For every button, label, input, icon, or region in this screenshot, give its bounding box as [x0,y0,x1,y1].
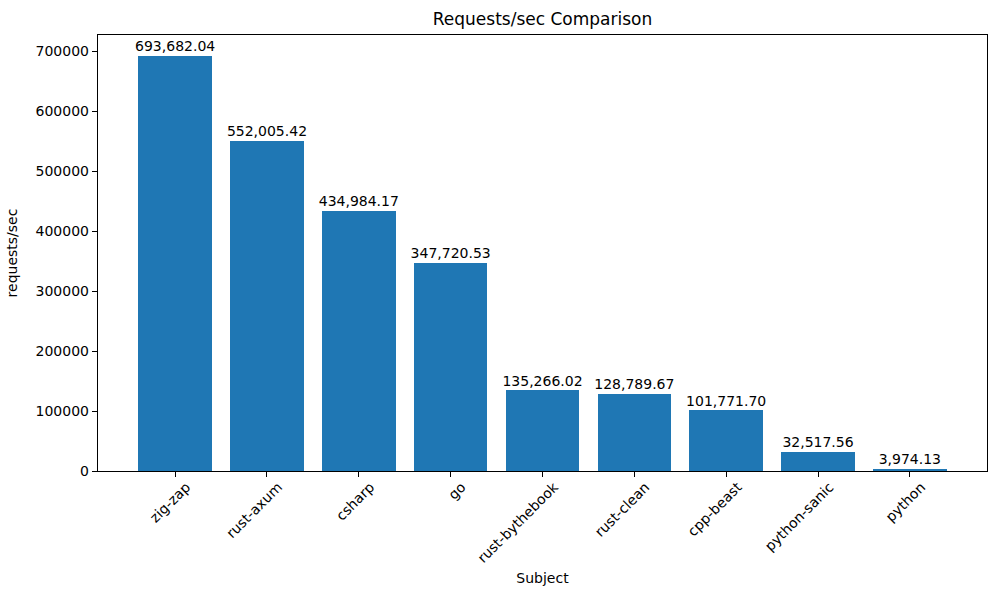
bar-chart-figure: Requests/sec Comparison requests/sec 693… [0,0,1000,600]
bar-value-label: 434,984.17 [319,193,399,209]
bar-value-label: 693,682.04 [135,38,215,54]
y-tick-label: 600000 [36,103,89,120]
x-tick-label: go [445,479,469,503]
bar-go [414,263,487,471]
x-tick-mark [358,472,359,477]
y-tick-mark [92,111,97,112]
x-tick-mark [542,472,543,477]
x-tick-label: rust-axum [223,479,285,541]
y-tick-mark [92,411,97,412]
y-tick-label: 400000 [36,223,89,240]
bar-value-label: 135,266.02 [502,373,582,389]
y-tick-mark [92,351,97,352]
bar-value-label: 552,005.42 [227,123,307,139]
y-tick-mark [92,291,97,292]
x-tick-mark [450,472,451,477]
bar-value-label: 3,974.13 [879,451,941,467]
y-axis-label: requests/sec [4,209,20,298]
y-tick-mark [92,231,97,232]
bar-value-label: 347,720.53 [411,245,491,261]
bar-value-label: 101,771.70 [686,393,766,409]
x-tick-mark [909,472,910,477]
y-tick-mark [92,171,97,172]
bar-rust-axum [230,141,303,471]
bar-zig-zap [138,56,211,471]
x-tick-mark [818,472,819,477]
x-tick-label: csharp [333,479,378,524]
y-tick-label: 700000 [36,43,89,60]
x-tick-mark [266,472,267,477]
x-tick-mark [634,472,635,477]
x-tick-label: rust-bythebook [474,479,561,566]
y-tick-label: 300000 [36,283,89,300]
bar-csharp [322,211,395,471]
y-tick-label: 100000 [36,403,89,420]
bar-value-label: 128,789.67 [594,376,674,392]
bar-cpp-beast [689,410,762,471]
x-tick-label: python-sanic [761,479,836,554]
bar-rust-bythebook [506,390,579,471]
x-tick-label: python [882,479,928,525]
bar-value-label: 32,517.56 [782,434,853,450]
x-tick-label: rust-clean [592,479,653,540]
chart-title: Requests/sec Comparison [98,9,987,29]
bar-python-sanic [781,452,854,471]
x-tick-label: zig-zap [147,479,194,526]
bar-rust-clean [598,394,671,471]
y-tick-label: 500000 [36,163,89,180]
x-axis-label: Subject [98,570,987,586]
bar-python [873,469,946,471]
y-tick-label: 0 [80,463,89,480]
y-tick-label: 200000 [36,343,89,360]
y-tick-mark [92,471,97,472]
x-tick-mark [175,472,176,477]
y-tick-mark [92,51,97,52]
x-tick-mark [726,472,727,477]
x-tick-label: cpp-beast [684,479,744,539]
